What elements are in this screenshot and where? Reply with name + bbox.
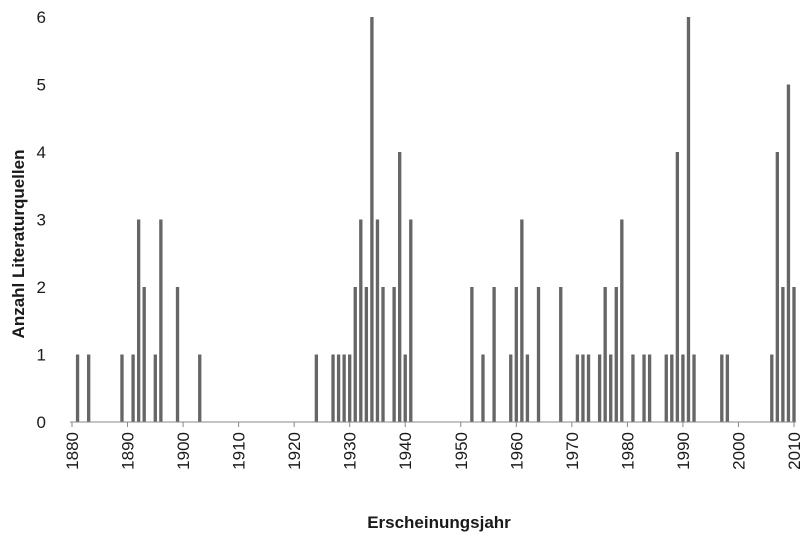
- bar: [331, 354, 335, 422]
- y-tick-label: 4: [37, 143, 46, 162]
- x-tick-label: 1900: [174, 432, 193, 470]
- bar: [131, 354, 135, 422]
- x-tick-label: 1890: [119, 432, 138, 470]
- x-tick-label: 1920: [285, 432, 304, 470]
- bar: [664, 354, 668, 422]
- x-tick-label: 1970: [563, 432, 582, 470]
- bar: [525, 354, 530, 422]
- bar: [336, 354, 341, 422]
- bar: [153, 354, 157, 422]
- y-tick-label: 2: [37, 278, 46, 297]
- bar: [692, 354, 696, 422]
- bar: [86, 354, 91, 422]
- bar: [492, 287, 496, 422]
- bar: [353, 287, 357, 422]
- bar: [381, 287, 385, 422]
- bar: [675, 152, 680, 422]
- y-tick-label: 5: [37, 76, 46, 95]
- bar: [647, 354, 652, 422]
- bar: [120, 354, 124, 422]
- bar: [609, 354, 613, 422]
- bar: [348, 354, 352, 422]
- bar: [681, 354, 685, 422]
- bar: [597, 354, 602, 422]
- x-tick-label: 1990: [674, 432, 693, 470]
- bar: [514, 287, 518, 422]
- bar: [781, 287, 785, 422]
- bar: [586, 354, 591, 422]
- y-tick-label: 1: [37, 346, 46, 365]
- bar: [75, 354, 80, 422]
- bar: [392, 287, 396, 422]
- x-tick-label: 1910: [230, 432, 249, 470]
- x-tick-label: 1930: [341, 432, 360, 470]
- y-tick-label: 3: [37, 211, 46, 230]
- y-axis-ticks: 0 1 2 3 4 5 6: [37, 8, 46, 432]
- x-tick-label: 1980: [618, 432, 637, 470]
- bar: [314, 354, 319, 422]
- bar: [175, 287, 180, 422]
- bar: [509, 354, 513, 422]
- x-tick-label: 1880: [63, 432, 82, 470]
- bar: [370, 17, 374, 422]
- bar: [642, 354, 646, 422]
- bar: [775, 152, 780, 422]
- bar: [470, 287, 474, 422]
- y-axis-title: Anzahl Literaturquellen: [9, 150, 28, 339]
- bar: [686, 17, 691, 422]
- x-axis-title: Erscheinungsjahr: [367, 513, 511, 532]
- bar: [770, 354, 774, 422]
- bar: [603, 287, 607, 422]
- bars: [75, 17, 796, 422]
- bar: [670, 354, 674, 422]
- bar: [398, 152, 402, 422]
- bar: [614, 287, 618, 422]
- bar: [159, 219, 163, 422]
- bar: [536, 287, 541, 422]
- bar: [559, 287, 563, 422]
- bar: [792, 287, 796, 422]
- x-tick-label: 1950: [452, 432, 471, 470]
- y-tick-label: 0: [37, 413, 46, 432]
- bar: [342, 354, 346, 422]
- bar: [481, 354, 485, 422]
- x-tick-label: 1940: [396, 432, 415, 470]
- bar: [198, 354, 202, 422]
- bar: [720, 354, 724, 422]
- bar: [786, 84, 791, 422]
- bar: [575, 354, 580, 422]
- bar: [375, 219, 380, 422]
- bar: [403, 354, 407, 422]
- bar: [142, 287, 146, 422]
- bar: [620, 219, 624, 422]
- bar: [581, 354, 585, 422]
- x-tick-label: 2000: [729, 432, 748, 470]
- x-tick-label: 1960: [507, 432, 526, 470]
- bar: [136, 219, 141, 422]
- bar: [631, 354, 635, 422]
- x-tick-label: 2010: [785, 432, 804, 470]
- bar: [364, 287, 369, 422]
- bar: [409, 219, 413, 422]
- bar: [359, 219, 363, 422]
- y-tick-label: 6: [37, 8, 46, 27]
- bar: [520, 219, 524, 422]
- bar: [725, 354, 730, 422]
- x-axis-ticks: 1880 1890 1900 1910 1920 1930 1940 1950 1960 1970…: [63, 422, 804, 470]
